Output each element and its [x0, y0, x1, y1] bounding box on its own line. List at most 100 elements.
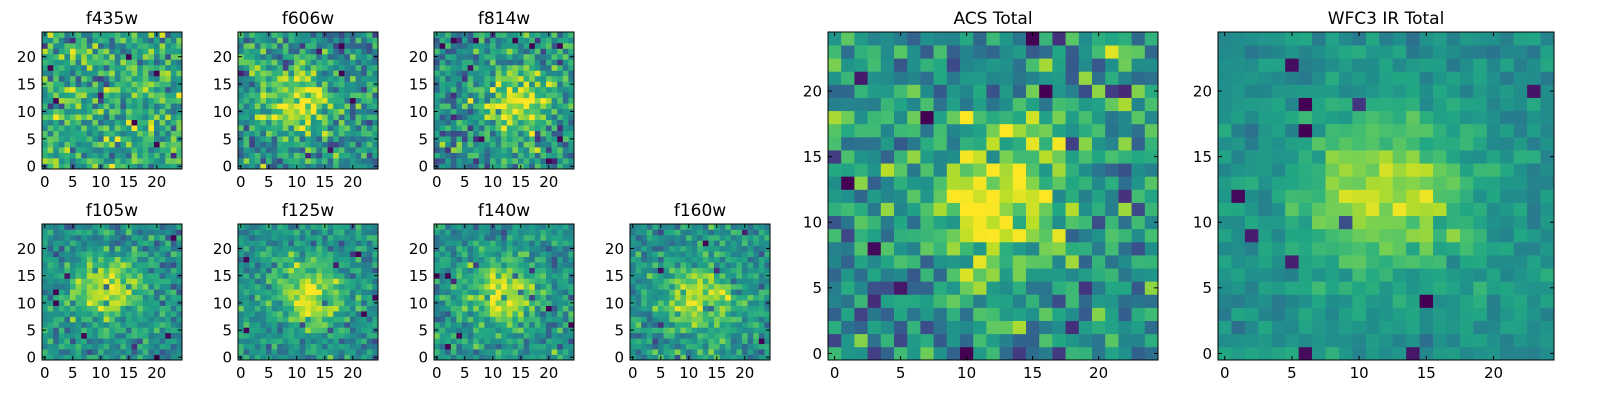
y-tick-label: 10 — [213, 103, 232, 121]
heatmap-cell — [64, 245, 71, 252]
heatmap-cell — [719, 300, 726, 306]
heatmap-cell — [98, 327, 104, 334]
heatmap-cell — [641, 338, 648, 345]
heatmap-cell — [473, 224, 480, 230]
heatmap-cell — [434, 130, 440, 137]
heatmap-cell — [338, 114, 345, 121]
heatmap-cell — [361, 262, 368, 268]
heatmap-cell — [355, 108, 362, 115]
heatmap-cell — [277, 229, 284, 236]
heatmap-cell — [512, 321, 519, 328]
heatmap-cell — [176, 130, 183, 137]
heatmap-cell — [271, 136, 278, 142]
heatmap-cell — [534, 53, 541, 60]
heatmap-cell — [86, 70, 93, 77]
heatmap-cell — [490, 152, 496, 159]
heatmap-cell — [445, 152, 452, 159]
heatmap-cell — [490, 316, 496, 323]
heatmap-cell — [658, 229, 664, 236]
heatmap-cell — [70, 316, 76, 323]
heatmap-cell — [1092, 268, 1106, 282]
heatmap-cell — [103, 42, 110, 49]
heatmap-cell — [42, 305, 48, 312]
heatmap-cell — [159, 272, 166, 279]
heatmap-cell — [946, 176, 961, 190]
heatmap-cell — [165, 136, 172, 142]
heatmap-cell — [719, 256, 726, 263]
heatmap-cell — [338, 267, 345, 274]
heatmap-cell — [238, 64, 244, 71]
heatmap-cell — [333, 229, 340, 236]
heatmap-cell — [490, 147, 496, 153]
heatmap-cell — [333, 64, 340, 71]
heatmap-cell — [907, 346, 921, 361]
heatmap-cell — [506, 272, 513, 279]
heatmap-cell — [344, 267, 351, 274]
heatmap-cell — [75, 86, 82, 93]
heatmap-cell — [333, 234, 340, 241]
heatmap-cell — [70, 42, 76, 49]
heatmap-cell — [154, 321, 160, 328]
heatmap-cell — [764, 283, 771, 290]
heatmap-cell — [652, 240, 659, 247]
heatmap-cell — [495, 267, 502, 274]
heatmap-cell — [159, 48, 166, 55]
heatmap-cell — [434, 119, 440, 126]
heatmap-cell — [126, 119, 132, 126]
heatmap-cell — [439, 32, 446, 38]
heatmap-cell — [126, 240, 132, 247]
heatmap-cell — [294, 97, 300, 104]
heatmap-cell — [98, 311, 104, 317]
heatmap-cell — [725, 256, 732, 263]
heatmap-cell — [725, 262, 732, 268]
heatmap-cell — [1078, 189, 1093, 203]
heatmap-cell — [58, 343, 65, 350]
heatmap-cell — [501, 278, 508, 285]
heatmap-cell — [92, 272, 99, 279]
heatmap-cell — [880, 255, 895, 269]
heatmap-cell — [658, 338, 664, 345]
heatmap-cell — [512, 75, 519, 82]
heatmap-cell — [310, 86, 317, 93]
heatmap-cell — [86, 48, 93, 55]
heatmap-cell — [277, 305, 284, 312]
heatmap-cell — [747, 262, 754, 268]
heatmap-cell — [148, 234, 155, 241]
heatmap-cell — [880, 202, 895, 217]
heatmap-cell — [1131, 228, 1146, 243]
heatmap-cell — [260, 147, 267, 153]
heatmap-cell — [725, 267, 732, 274]
heatmap-cell — [551, 75, 558, 82]
heatmap-cell — [551, 119, 558, 126]
heatmap-cell — [92, 70, 99, 77]
heatmap-cell — [142, 224, 149, 230]
heatmap-cell — [148, 332, 155, 339]
heatmap-cell — [142, 48, 149, 55]
heatmap-cell — [288, 256, 295, 263]
heatmap-cell — [333, 130, 340, 137]
heatmap-cell — [333, 81, 340, 88]
heatmap-cell — [165, 32, 172, 38]
heatmap-cell — [249, 147, 256, 153]
heatmap-cell — [551, 147, 558, 153]
heatmap-cell — [467, 278, 474, 285]
heatmap-cell — [495, 349, 502, 355]
heatmap-cell — [546, 37, 552, 44]
heatmap-cell — [361, 245, 368, 252]
heatmap-cell — [260, 108, 267, 115]
heatmap-cell — [243, 338, 250, 345]
heatmap-cell — [344, 119, 351, 126]
heatmap-cell — [75, 294, 82, 301]
heatmap-cell — [355, 75, 362, 82]
heatmap-cell — [344, 224, 351, 230]
heatmap-cell — [64, 251, 71, 257]
heatmap-cell — [462, 262, 468, 268]
heatmap-cell — [126, 147, 132, 153]
heatmap-cell — [1131, 268, 1146, 282]
heatmap-cell — [350, 97, 356, 104]
heatmap-cell — [473, 108, 480, 115]
heatmap-cell — [137, 262, 144, 268]
heatmap-cell — [506, 136, 513, 142]
heatmap-cell — [355, 327, 362, 334]
heatmap-cell — [450, 64, 457, 71]
